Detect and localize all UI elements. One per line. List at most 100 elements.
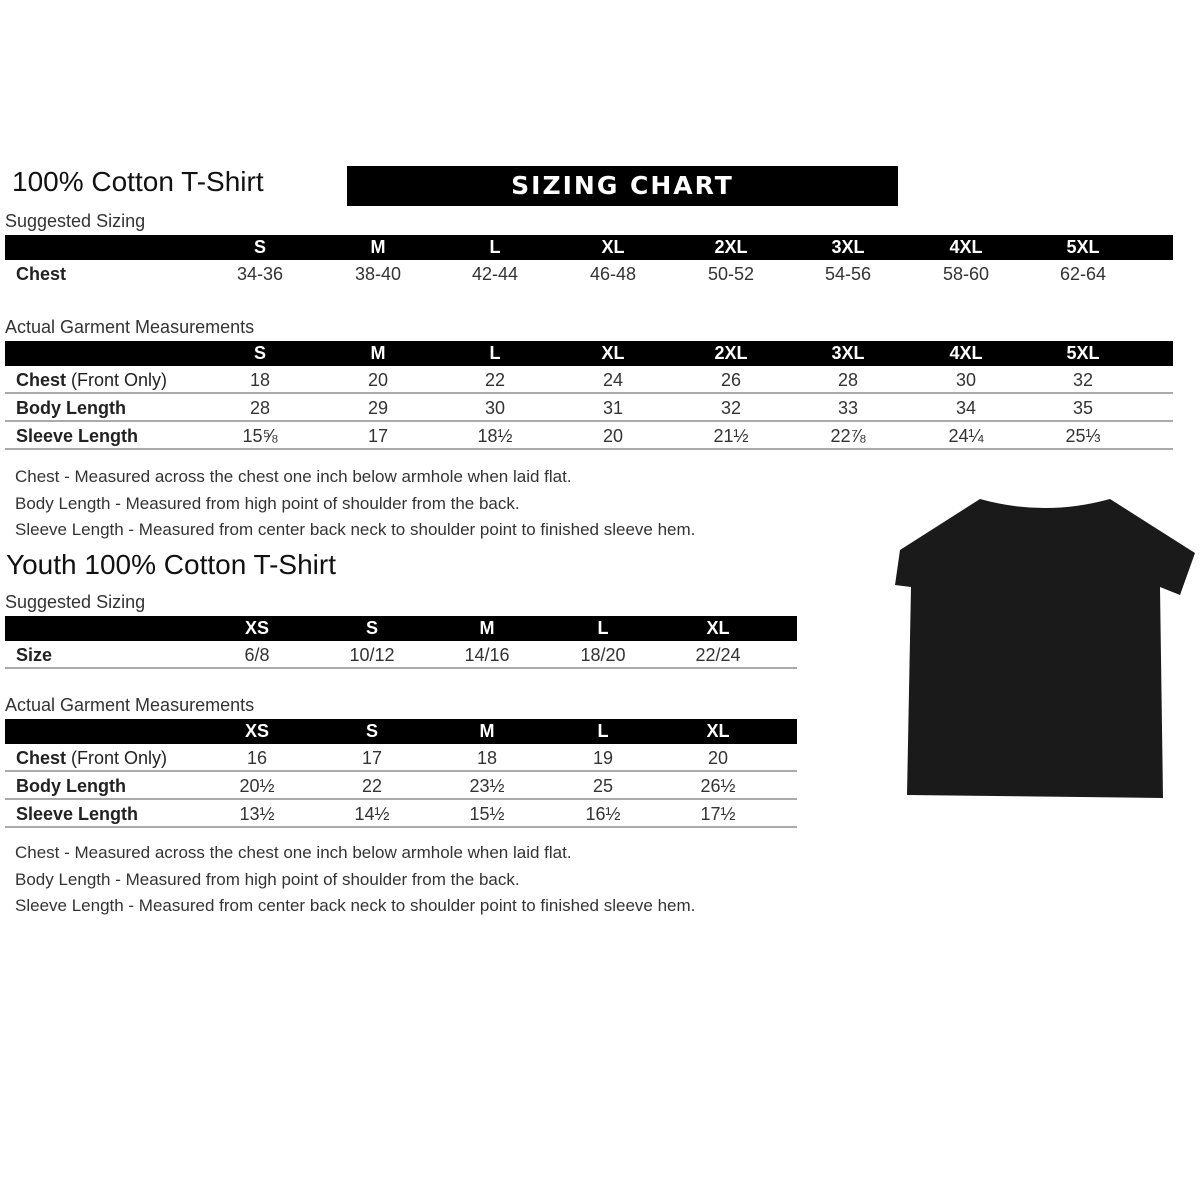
table-cell: 32: [1072, 370, 1094, 390]
table-cell: 24: [602, 370, 624, 390]
table-cell: 10/12: [349, 645, 395, 665]
size-header-cell: 5XL: [1066, 237, 1100, 257]
adult-title: 100% Cotton T-Shirt: [12, 166, 264, 197]
table-cell: 13½: [239, 804, 275, 824]
size-header-cell: L: [597, 721, 609, 741]
size-header-cell: S: [365, 721, 378, 741]
size-header-cell: 2XL: [714, 237, 748, 257]
row-label-text: Sleeve Length: [16, 804, 139, 824]
sizing-chart-banner: SIZING CHART: [347, 166, 898, 206]
row-label: Sleeve Length: [16, 800, 138, 828]
table-cell: 30: [484, 398, 506, 418]
table-cell: 15⅝: [242, 426, 278, 446]
note-line: Body Length - Measured from high point o…: [15, 869, 520, 889]
size-header-cell: M: [479, 721, 495, 741]
row-label: Sleeve Length: [16, 422, 138, 450]
table-cell: 34: [955, 398, 977, 418]
table-cell: 22⅞: [830, 426, 866, 446]
youth-actual-label: Actual Garment Measurements: [5, 695, 255, 715]
row-label-text: Sleeve Length: [16, 426, 139, 446]
note-line: Sleeve Length - Measured from center bac…: [15, 896, 696, 915]
size-header-cell: S: [365, 618, 378, 638]
size-header-cell: M: [479, 618, 495, 638]
table-cell: 46-48: [589, 264, 637, 284]
table-cell: 29: [367, 398, 389, 418]
table-cell: 15½: [469, 804, 505, 824]
table-cell: 18: [249, 370, 271, 390]
table-cell: 20: [367, 370, 389, 390]
size-header-cell: 4XL: [949, 237, 983, 257]
row-label: Body Length: [16, 772, 126, 800]
youth-suggested-table: XS S M L XL Size 6/8 10/12 14/16 18/20 22/24: [5, 616, 797, 669]
row-label-note: (Front Only): [66, 748, 168, 768]
note-line: Sleeve Length - Measured from center bac…: [15, 520, 696, 539]
adult-actual-table: S M L XL 2XL 3XL 4XL 5XL Chest (Front Only) 18 20…: [5, 341, 1173, 450]
size-header-cell: XS: [244, 618, 269, 638]
table-cell: 62-64: [1059, 264, 1107, 284]
table-cell: 14½: [354, 804, 390, 824]
adult-chest-row: Chest 34-36 38-40 42-44 46-48 50-52 54-56 58-6…: [5, 260, 1173, 288]
size-header-cell: XL: [706, 618, 730, 638]
size-header-cell: L: [597, 618, 609, 638]
size-header-cell: S: [253, 343, 266, 363]
size-header-cell: 3XL: [831, 343, 865, 363]
table-cell: 17: [367, 426, 389, 446]
row-label-text: Chest: [16, 370, 67, 390]
size-header-cell: M: [370, 237, 386, 257]
table-cell: 30: [955, 370, 977, 390]
youth-suggested-label: Suggested Sizing: [5, 592, 146, 612]
table-cell: 28: [249, 398, 271, 418]
row-label-text: Chest: [16, 748, 67, 768]
size-header-cell: 2XL: [714, 343, 748, 363]
table-cell: 25⅓: [1065, 426, 1101, 446]
size-header-cell: 3XL: [831, 237, 865, 257]
youth-size-row: Size 6/8 10/12 14/16 18/20 22/24: [5, 641, 797, 669]
table-cell: 21½: [713, 426, 749, 446]
row-label: Chest (Front Only): [16, 744, 167, 772]
row-label: Chest: [16, 264, 67, 284]
table-cell: 20: [707, 748, 729, 768]
size-header-cell: XL: [706, 721, 730, 741]
table-cell: 31: [602, 398, 624, 418]
adult-size-header: S M L XL 2XL 3XL 4XL 5XL: [5, 235, 1173, 260]
youth-title: Youth 100% Cotton T-Shirt: [6, 549, 336, 580]
table-row: Body Length 20½ 22 23½ 25 26½: [5, 772, 797, 800]
table-row: Sleeve Length 15⅝ 17 18½ 20 21½ 22⅞ 24¼ 25⅓: [5, 422, 1173, 450]
table-cell: 22/24: [695, 645, 741, 665]
row-label-text: Body Length: [16, 398, 126, 418]
row-label-note: (Front Only): [66, 370, 168, 390]
size-header-cell: XS: [244, 721, 269, 741]
row-label: Body Length: [16, 394, 126, 422]
table-cell: 54-56: [824, 264, 872, 284]
size-header-cell: 4XL: [949, 343, 983, 363]
table-cell: 20: [602, 426, 624, 446]
table-cell: 25: [592, 776, 614, 796]
youth-size-header: XS S M L XL: [5, 616, 797, 641]
table-row: Body Length 28 29 30 31 32 33 34 35: [5, 394, 1173, 422]
table-cell: 24¼: [948, 426, 984, 446]
size-header-cell: 5XL: [1066, 343, 1100, 363]
table-cell: 22: [361, 776, 383, 796]
adult-actual-label: Actual Garment Measurements: [5, 317, 255, 337]
note-line: Chest - Measured across the chest one in…: [15, 467, 572, 486]
row-label: Size: [16, 645, 53, 665]
table-cell: 18/20: [580, 645, 626, 665]
table-cell: 20½: [239, 776, 275, 796]
table-cell: 19: [592, 748, 614, 768]
row-label-text: Body Length: [16, 776, 126, 796]
table-cell: 34-36: [236, 264, 284, 284]
table-cell: 42-44: [471, 264, 519, 284]
table-cell: 18: [476, 748, 498, 768]
note-line: Body Length - Measured from high point o…: [15, 493, 520, 513]
table-row: Chest (Front Only) 18 20 22 24 26 28 30 32: [5, 366, 1173, 394]
table-row: Sleeve Length 13½ 14½ 15½ 16½ 17½: [5, 800, 797, 828]
table-cell: 33: [837, 398, 859, 418]
table-cell: 18½: [477, 426, 513, 446]
size-header-cell: L: [489, 343, 501, 363]
table-cell: 32: [720, 398, 742, 418]
size-header-cell: XL: [601, 237, 625, 257]
table-cell: 16½: [585, 804, 621, 824]
table-cell: 17½: [700, 804, 736, 824]
row-label: Chest (Front Only): [16, 366, 167, 394]
table-cell: 26½: [700, 776, 736, 796]
